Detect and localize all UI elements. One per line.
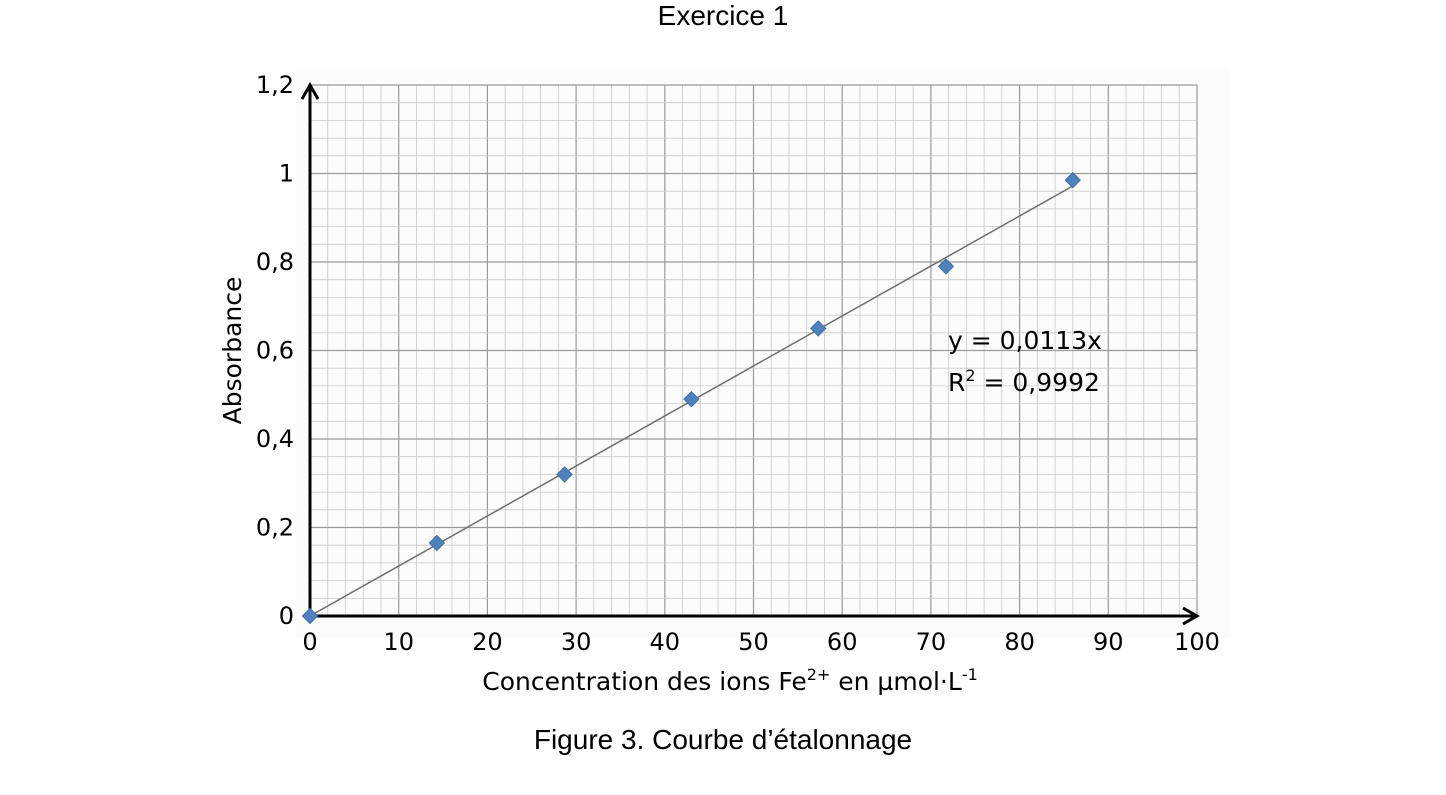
y-tick-label: 1 <box>279 160 294 188</box>
data-point <box>428 534 446 552</box>
y-tick-label: 0 <box>279 602 294 630</box>
x-axis-arrow-icon <box>1182 606 1201 626</box>
y-tick-label: 1,2 <box>256 71 294 99</box>
x-tick-label: 100 <box>1174 628 1220 656</box>
y-tick-label: 0,2 <box>256 514 294 542</box>
x-tick-label: 50 <box>738 628 769 656</box>
data-point <box>683 390 700 408</box>
data-point <box>301 607 319 625</box>
x-axis-label-sup: 2+ <box>807 665 831 684</box>
y-axis-label: Absorbance <box>218 277 247 425</box>
x-tick-label: 20 <box>472 628 503 656</box>
trendline-r2: R2 = 0,9992 <box>948 366 1100 397</box>
chart-axes <box>300 81 1201 626</box>
y-tick-label: 0,6 <box>256 337 294 365</box>
x-tick-label: 10 <box>383 628 414 656</box>
y-tick-label: 0,8 <box>256 248 294 276</box>
x-axis-label-main: Concentration des ions Fe <box>482 667 806 696</box>
x-tick-label: 60 <box>827 628 858 656</box>
x-tick-label: 40 <box>650 628 681 656</box>
y-tick-label: 0,4 <box>256 425 294 453</box>
x-tick-label: 70 <box>916 628 947 656</box>
r2-value: = 0,9992 <box>976 368 1100 397</box>
data-points <box>301 171 1082 625</box>
data-point <box>937 258 955 275</box>
x-axis-label: Concentration des ions Fe2+ en µmol·L-1 <box>482 665 978 696</box>
page-title: Exercice 1 <box>657 0 789 31</box>
y-axis-arrow-icon <box>300 81 320 100</box>
r2-label: R <box>948 368 965 397</box>
data-point <box>556 466 573 483</box>
x-tick-label: 30 <box>561 628 592 656</box>
x-tick-label: 0 <box>302 628 317 656</box>
trendline-equation: y = 0,0113x <box>948 326 1102 355</box>
x-tick-label: 80 <box>1004 628 1035 656</box>
figure-caption: Figure 3. Courbe d’étalonnage <box>533 724 913 755</box>
data-point <box>1064 171 1082 189</box>
x-axis-label-unit-exp: -1 <box>962 665 978 684</box>
x-tick-label: 90 <box>1093 628 1124 656</box>
chart-grid <box>309 84 1198 617</box>
r2-sup: 2 <box>965 366 975 385</box>
chart-tick-labels: 0 10 20 30 40 50 60 70 80 90 100 0 0,2 0,4 0,6 0,8 1 1,2 <box>256 71 1220 656</box>
data-point <box>810 320 827 337</box>
x-axis-label-unit: en µmol·L <box>830 667 962 696</box>
